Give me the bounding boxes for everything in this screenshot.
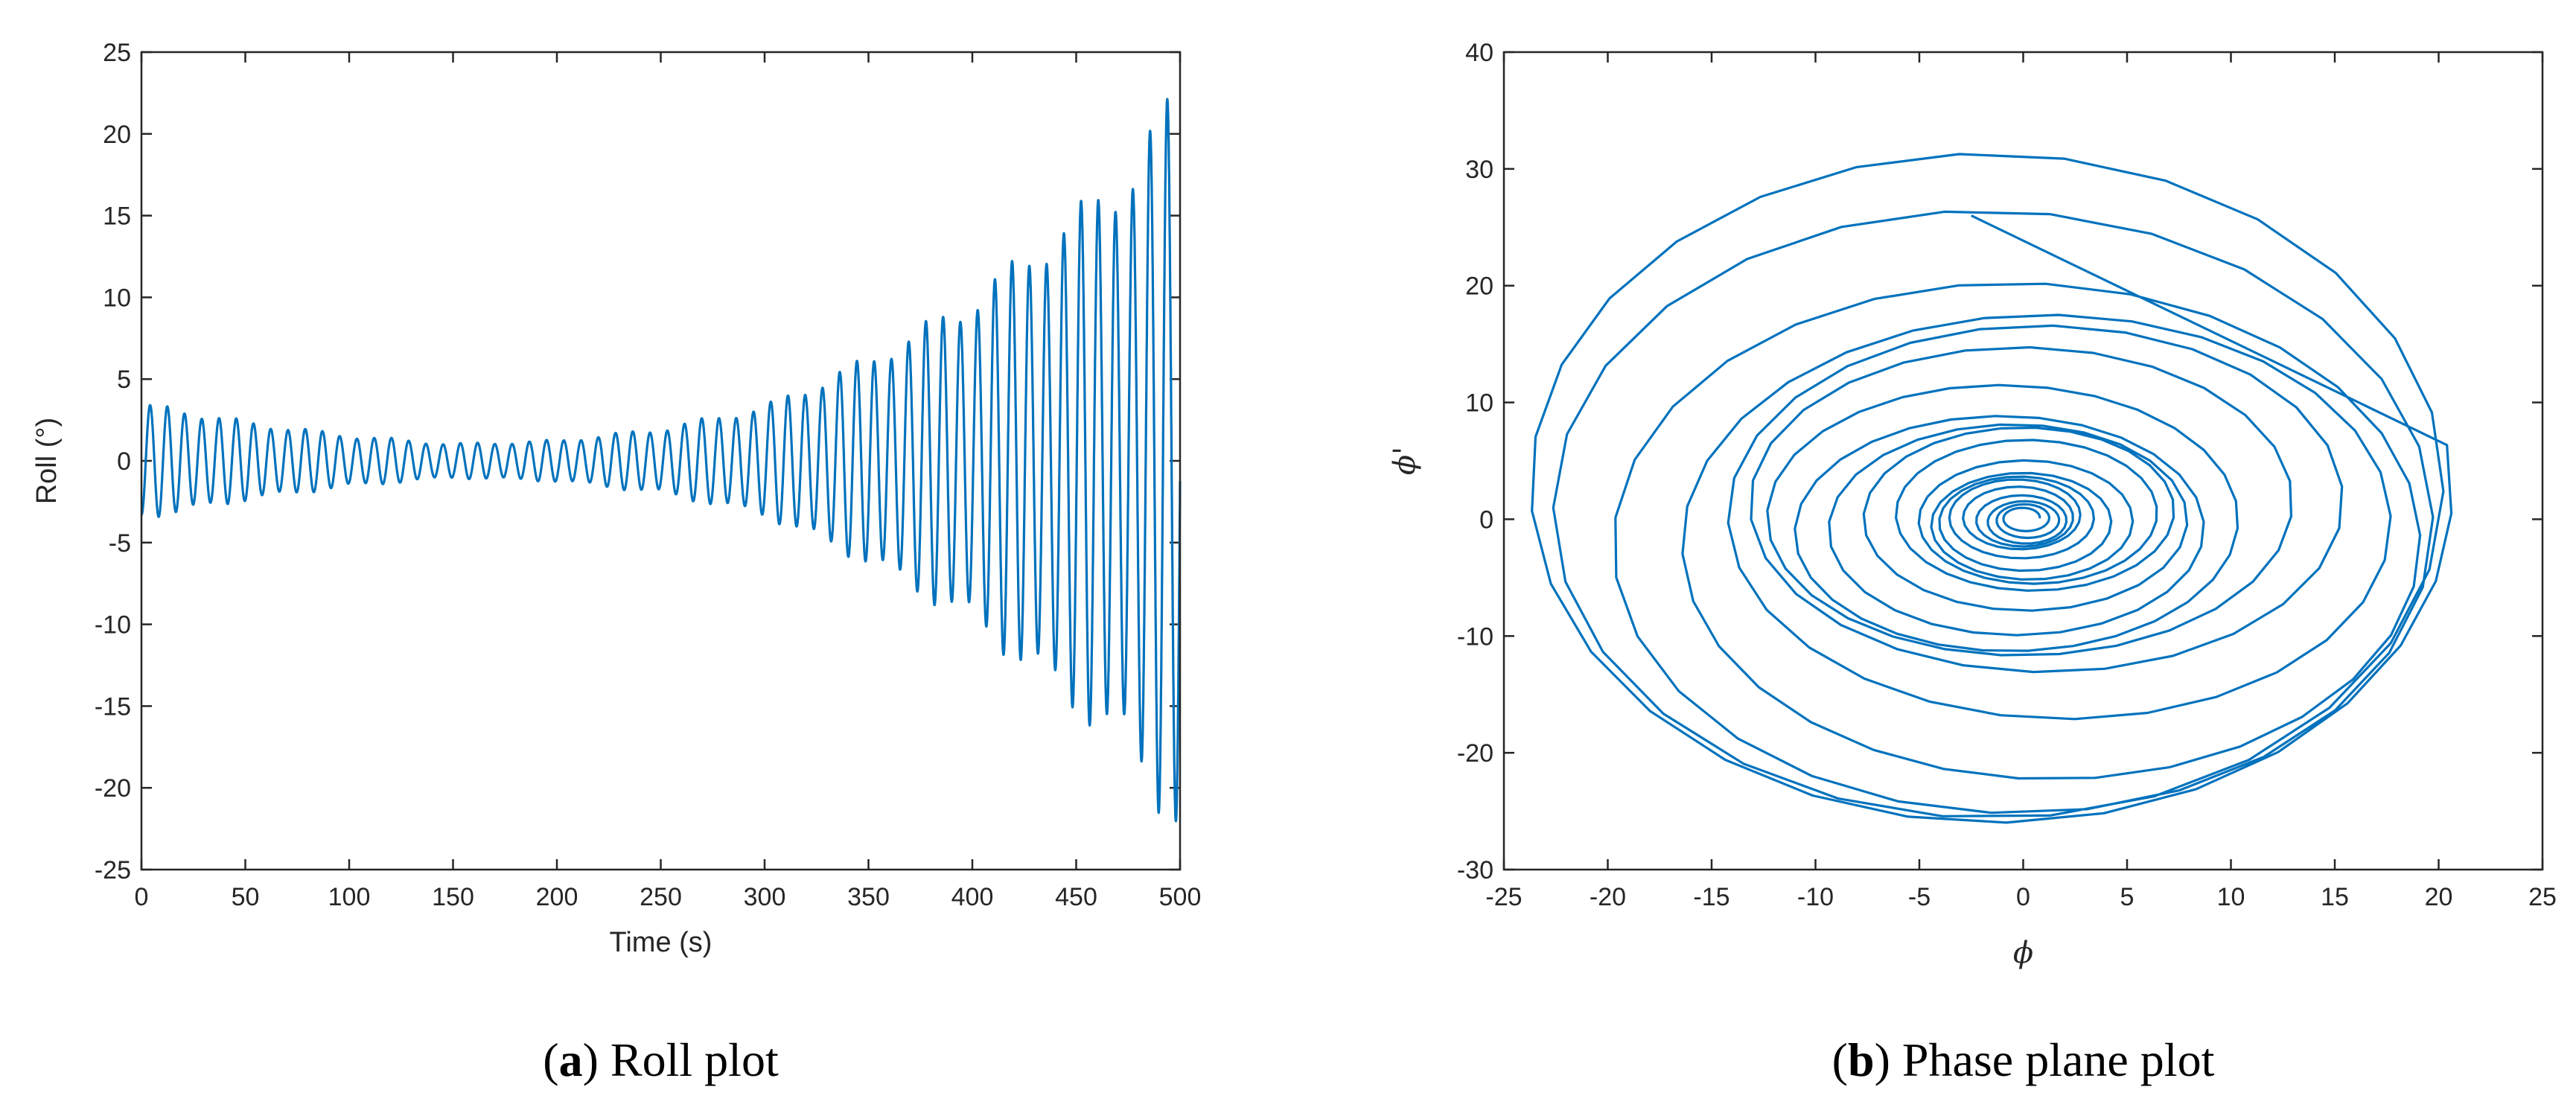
y-tick-label: -10 — [1457, 622, 1493, 651]
y-tick-label: -25 — [95, 856, 131, 884]
x-tick-label: 25 — [2528, 883, 2557, 911]
x-tick-label: 200 — [536, 883, 578, 911]
roll-plot-y-axis-label: Roll (°) — [31, 418, 63, 505]
x-tick-label: 5 — [2120, 883, 2135, 911]
roll-plot-tick-labels: 0 50 100 150 200 250 300 350 400 450 500-25-20-15-… — [95, 39, 1202, 911]
phase-plane-tick-labels: -25 -20 -15 -10 -5 0 5 10 15 20 25 -30 -20 -10 0 10 20 30… — [1457, 39, 2557, 911]
roll-plot-caption: (a) Roll plot — [543, 1033, 779, 1086]
phase-plane-axes-frame — [1502, 51, 2544, 871]
y-tick-label: 0 — [117, 447, 131, 476]
x-tick-label: 20 — [2425, 883, 2453, 911]
phase-trajectory-line — [1531, 153, 2453, 824]
x-tick-label: -15 — [1693, 883, 1729, 911]
x-tick-label: 100 — [328, 883, 371, 911]
x-tick-label: 50 — [232, 883, 260, 911]
roll-series-line — [140, 98, 1182, 823]
x-tick-label: -5 — [1908, 883, 1931, 911]
x-tick-label: 0 — [135, 883, 149, 911]
x-tick-label: 400 — [951, 883, 994, 911]
roll-plot-x-axis-label: Time (s) — [610, 927, 712, 958]
y-tick-label: -15 — [95, 692, 131, 721]
x-tick-label: 350 — [847, 883, 890, 911]
y-tick-label: -10 — [95, 611, 131, 640]
phase-plane-y-axis-label: ϕ' — [1388, 447, 1422, 475]
x-tick-label: 15 — [2321, 883, 2349, 911]
y-tick-label: 20 — [103, 121, 131, 149]
y-tick-label: -20 — [95, 774, 131, 803]
x-tick-label: 250 — [640, 883, 682, 911]
y-tick-label: 10 — [103, 284, 131, 312]
x-tick-label: 0 — [2016, 883, 2030, 911]
y-tick-label: -5 — [109, 529, 131, 558]
roll-plot-caption-text: Roll plot — [610, 1033, 779, 1086]
y-tick-label: 40 — [1465, 39, 1493, 67]
y-tick-label: 15 — [103, 203, 131, 231]
x-tick-label: 450 — [1055, 883, 1097, 911]
phase-plane-panel: -25 -20 -15 -10 -5 0 5 10 15 20 25 -30 -20 -10 0 10 20 30… — [1388, 39, 2557, 1086]
y-tick-label: 10 — [1465, 389, 1493, 418]
phase-plane-caption-letter: b — [1848, 1033, 1875, 1086]
phase-plane-caption: (b) Phase plane plot — [1832, 1033, 2215, 1086]
phase-plane-x-axis-label: ϕ — [2013, 936, 2033, 970]
roll-plot-axes-frame — [140, 51, 1182, 871]
y-tick-label: 20 — [1465, 272, 1493, 301]
x-tick-label: -10 — [1797, 883, 1834, 911]
y-tick-label: -20 — [1457, 739, 1493, 768]
phase-plane-caption-text: Phase plane plot — [1902, 1033, 2215, 1086]
x-tick-label: 10 — [2217, 883, 2245, 911]
y-tick-label: 5 — [117, 366, 131, 394]
y-tick-label: 0 — [1479, 506, 1493, 534]
x-tick-label: -25 — [1485, 883, 1522, 911]
x-tick-label: -20 — [1590, 883, 1626, 911]
roll-plot-caption-letter: a — [559, 1033, 583, 1086]
x-tick-label: 150 — [432, 883, 474, 911]
y-tick-label: 30 — [1465, 156, 1493, 184]
x-tick-label: 300 — [744, 883, 786, 911]
roll-plot-panel: 0 50 100 150 200 250 300 350 400 450 500-25-20-15-… — [31, 39, 1201, 1086]
x-tick-label: 500 — [1159, 883, 1202, 911]
y-tick-label: 25 — [103, 39, 131, 67]
y-tick-label: -30 — [1457, 856, 1493, 884]
